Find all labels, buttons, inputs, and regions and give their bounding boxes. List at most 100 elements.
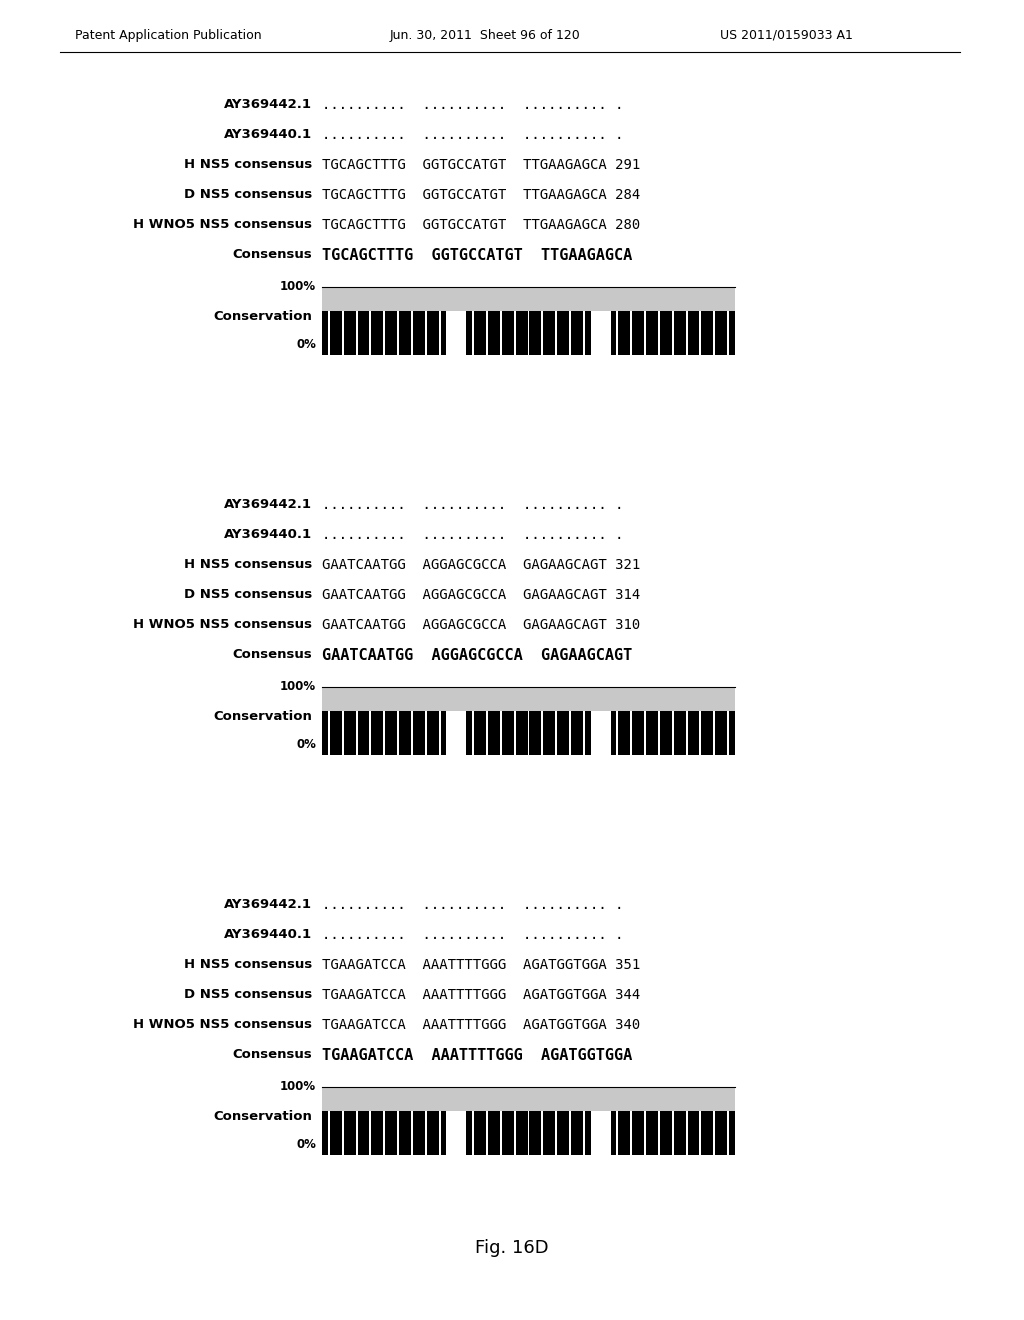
Text: Conservation: Conservation [213,710,312,722]
Bar [714,312,715,355]
Bar [397,312,399,355]
Text: TGAAGATCCA  AAATTTTGGG  AGATGGTGGA 340: TGAAGATCCA AAATTTTGGG AGATGGTGGA 340 [322,1018,640,1032]
Text: Consensus: Consensus [232,648,312,661]
Text: TGCAGCTTTG  GGTGCCATGT  TTGAAGAGCA 280: TGCAGCTTTG GGTGCCATGT TTGAAGAGCA 280 [322,218,640,232]
Bar [438,312,440,355]
Bar [486,711,488,755]
Bar [397,1111,399,1155]
Text: Conservation: Conservation [213,309,312,322]
Bar [411,312,413,355]
Bar [658,711,659,755]
Bar [472,1111,474,1155]
Text: 100%: 100% [280,1081,316,1093]
Text: H WNO5 NS5 consensus: H WNO5 NS5 consensus [133,619,312,631]
Bar [699,312,701,355]
Text: 100%: 100% [280,281,316,293]
Text: TGAAGATCCA  AAATTTTGGG  AGATGGTGGA: TGAAGATCCA AAATTTTGGG AGATGGTGGA [322,1048,632,1063]
Bar [472,711,474,755]
Text: ..........  ..........  .......... .: .......... .......... .......... . [322,498,624,512]
Bar [686,1111,687,1155]
Bar [322,1086,735,1111]
Text: AY369442.1: AY369442.1 [224,499,312,511]
Bar [322,686,735,711]
Bar [486,1111,488,1155]
Text: D NS5 consensus: D NS5 consensus [183,589,312,602]
Text: AY369442.1: AY369442.1 [224,899,312,912]
Bar [714,1111,715,1155]
Bar [527,711,529,755]
Text: AY369442.1: AY369442.1 [224,99,312,111]
Bar [383,711,385,755]
Bar [555,711,557,755]
Bar [500,1111,502,1155]
Bar [672,1111,674,1155]
Bar [616,1111,618,1155]
Bar [686,711,687,755]
Text: Fig. 16D: Fig. 16D [475,1239,549,1257]
Bar [616,312,618,355]
Bar [727,711,729,755]
Bar [644,312,646,355]
Bar [486,312,488,355]
Bar [583,711,585,755]
Text: AY369440.1: AY369440.1 [224,928,312,941]
Bar [500,312,502,355]
Text: GAATCAATGG  AGGAGCGCCA  GAGAAGCAGT 321: GAATCAATGG AGGAGCGCCA GAGAAGCAGT 321 [322,558,640,572]
Bar [631,711,632,755]
Text: AY369440.1: AY369440.1 [224,128,312,141]
Bar [542,711,544,755]
Bar [446,1111,466,1155]
Text: ..........  ..........  .......... .: .......... .......... .......... . [322,98,624,112]
Bar [631,1111,632,1155]
Text: ..........  ..........  .......... .: .......... .......... .......... . [322,928,624,942]
Text: ..........  ..........  .......... .: .......... .......... .......... . [322,128,624,143]
Text: GAATCAATGG  AGGAGCGCCA  GAGAAGCAGT 314: GAATCAATGG AGGAGCGCCA GAGAAGCAGT 314 [322,587,640,602]
Text: ..........  ..........  .......... .: .......... .......... .......... . [322,528,624,543]
Bar [714,711,715,755]
Bar [569,711,571,755]
Bar [644,1111,646,1155]
Text: H WNO5 NS5 consensus: H WNO5 NS5 consensus [133,219,312,231]
Text: 0%: 0% [296,738,316,751]
Text: 100%: 100% [280,681,316,693]
Bar [355,1111,357,1155]
Bar [672,312,674,355]
Bar [527,1111,529,1155]
Text: AY369440.1: AY369440.1 [224,528,312,541]
Text: Patent Application Publication: Patent Application Publication [75,29,261,41]
Bar [699,1111,701,1155]
Text: GAATCAATGG  AGGAGCGCCA  GAGAAGCAGT 310: GAATCAATGG AGGAGCGCCA GAGAAGCAGT 310 [322,618,640,632]
Bar [322,1111,735,1155]
Text: ..........  ..........  .......... .: .......... .......... .......... . [322,898,624,912]
Bar [342,1111,344,1155]
Bar [583,1111,585,1155]
Bar [322,286,735,312]
Bar [342,312,344,355]
Bar [658,312,659,355]
Bar [328,1111,330,1155]
Bar [355,711,357,755]
Text: H NS5 consensus: H NS5 consensus [183,158,312,172]
Bar [555,1111,557,1155]
Bar [446,711,466,755]
Bar [328,312,330,355]
Bar [569,312,571,355]
Bar [686,312,687,355]
Text: Jun. 30, 2011  Sheet 96 of 120: Jun. 30, 2011 Sheet 96 of 120 [390,29,581,41]
Bar [425,1111,427,1155]
Bar [514,1111,516,1155]
Bar [500,711,502,755]
Text: H NS5 consensus: H NS5 consensus [183,558,312,572]
Text: Consensus: Consensus [232,248,312,261]
Text: Conservation: Conservation [213,1110,312,1122]
Bar [322,312,735,355]
Text: GAATCAATGG  AGGAGCGCCA  GAGAAGCAGT: GAATCAATGG AGGAGCGCCA GAGAAGCAGT [322,648,632,663]
Bar [438,711,440,755]
Text: 0%: 0% [296,1138,316,1151]
Bar [644,711,646,755]
Bar [631,312,632,355]
Text: US 2011/0159033 A1: US 2011/0159033 A1 [720,29,853,41]
Bar [342,711,344,755]
Bar [438,1111,440,1155]
Bar [322,711,735,755]
